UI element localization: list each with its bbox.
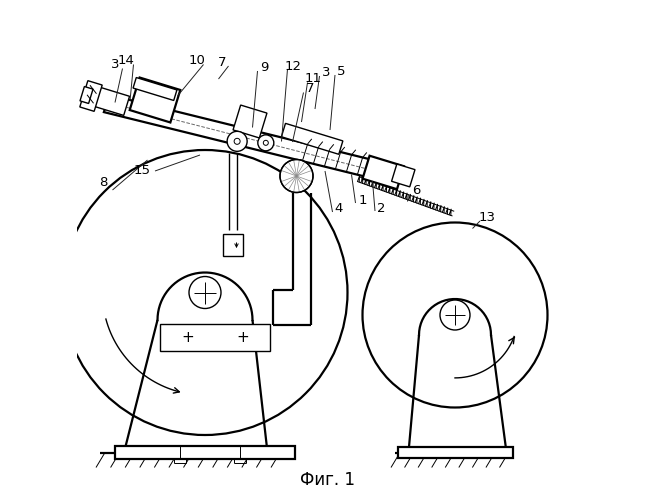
Polygon shape <box>130 78 180 122</box>
Text: 2: 2 <box>377 202 386 214</box>
Circle shape <box>189 276 221 308</box>
Text: 12: 12 <box>285 60 302 72</box>
Circle shape <box>362 222 548 408</box>
Circle shape <box>234 138 240 144</box>
Text: 8: 8 <box>100 176 107 189</box>
Text: 15: 15 <box>134 164 151 177</box>
Polygon shape <box>133 78 177 100</box>
Text: 10: 10 <box>188 54 205 68</box>
Polygon shape <box>115 446 295 459</box>
Polygon shape <box>160 324 270 351</box>
Polygon shape <box>104 95 388 181</box>
Circle shape <box>440 300 470 330</box>
Text: 6: 6 <box>412 184 421 198</box>
Text: 3: 3 <box>322 66 330 79</box>
Polygon shape <box>80 86 93 104</box>
Text: 13: 13 <box>479 211 496 224</box>
Circle shape <box>280 160 313 192</box>
Circle shape <box>263 140 269 145</box>
Text: +: + <box>181 330 194 345</box>
Text: 7: 7 <box>306 82 314 96</box>
Polygon shape <box>85 84 130 116</box>
Text: +: + <box>236 330 249 345</box>
Polygon shape <box>80 80 102 112</box>
Circle shape <box>258 135 274 151</box>
Polygon shape <box>363 156 404 189</box>
Polygon shape <box>233 105 267 138</box>
Text: 14: 14 <box>118 54 135 68</box>
Text: 9: 9 <box>260 61 268 74</box>
Text: Фиг. 1: Фиг. 1 <box>300 471 355 489</box>
Text: 5: 5 <box>337 65 345 78</box>
Circle shape <box>227 132 247 152</box>
Circle shape <box>62 150 348 435</box>
Polygon shape <box>392 164 415 187</box>
Polygon shape <box>223 234 242 256</box>
Text: 1: 1 <box>358 194 367 206</box>
Text: 7: 7 <box>218 56 227 69</box>
Text: 4: 4 <box>334 202 343 215</box>
Text: 3: 3 <box>111 58 119 71</box>
Polygon shape <box>282 124 343 154</box>
Polygon shape <box>398 447 512 458</box>
Text: 11: 11 <box>305 72 322 86</box>
